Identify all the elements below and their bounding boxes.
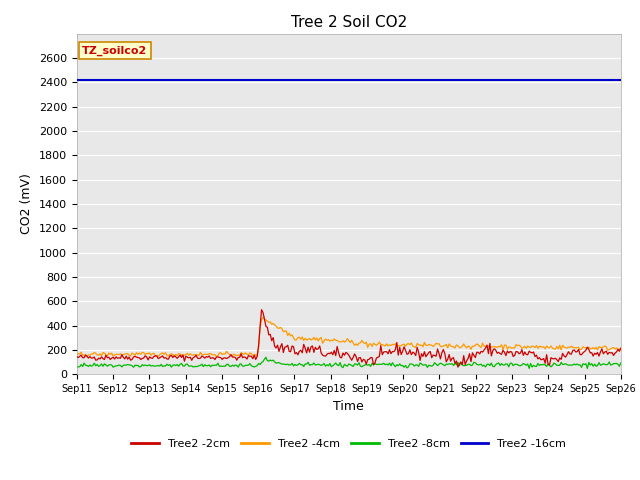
Y-axis label: CO2 (mV): CO2 (mV): [20, 174, 33, 234]
Title: Tree 2 Soil CO2: Tree 2 Soil CO2: [291, 15, 407, 30]
X-axis label: Time: Time: [333, 400, 364, 413]
Text: TZ_soilco2: TZ_soilco2: [82, 46, 147, 56]
Legend: Tree2 -2cm, Tree2 -4cm, Tree2 -8cm, Tree2 -16cm: Tree2 -2cm, Tree2 -4cm, Tree2 -8cm, Tree…: [127, 434, 571, 454]
